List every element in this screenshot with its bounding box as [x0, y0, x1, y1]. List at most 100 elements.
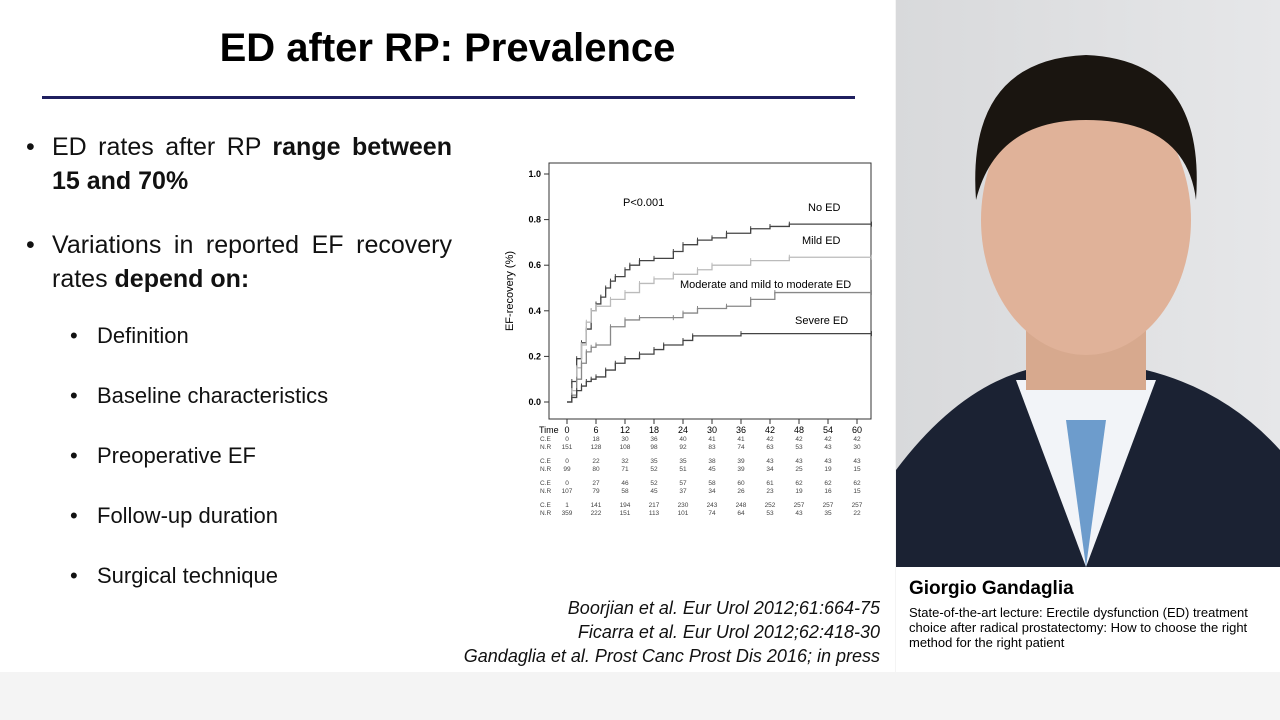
table-cell: 43 [795, 458, 803, 465]
sub-bullet: • Surgical technique [70, 563, 279, 588]
table-cell: 16 [824, 488, 832, 495]
sub-bullet: • Definition [70, 323, 189, 348]
series-label: Mild ED [802, 235, 841, 247]
table-cell: 30 [621, 436, 629, 443]
series-label: Severe ED [795, 315, 848, 327]
table-cell: 45 [708, 466, 716, 473]
bullet-1: • ED rates after RP range between 15 and … [26, 133, 452, 195]
table-cell: 74 [708, 510, 716, 515]
references: Boorjian et al. Eur Urol 2012;61:664-75 … [464, 596, 880, 668]
bullet-text: ED rates after RP [52, 133, 273, 161]
table-time: 60 [852, 425, 862, 435]
table-cell: 34 [766, 466, 774, 473]
speaker-name: Giorgio Gandaglia [909, 578, 1074, 599]
table-row-label: C.E [540, 436, 552, 443]
table-time: 36 [736, 425, 746, 435]
table-cell: 60 [737, 480, 745, 487]
table-cell: 359 [562, 510, 573, 515]
table-cell: 19 [824, 466, 832, 473]
table-cell: 1 [565, 502, 569, 509]
table-cell: 79 [592, 488, 600, 495]
reference: Boorjian et al. Eur Urol 2012;61:664-75 [567, 598, 880, 618]
table-cell: 58 [621, 488, 629, 495]
table-time: 18 [649, 425, 659, 435]
series-label: No ED [808, 202, 840, 214]
table-cell: 51 [679, 466, 687, 473]
table-cell: 58 [708, 480, 716, 487]
table-cell: 34 [708, 488, 716, 495]
speaker-caption: Giorgio Gandaglia State-of-the-art lectu… [896, 567, 1280, 672]
table-time-label: Time [539, 425, 559, 435]
table-cell: 35 [824, 510, 832, 515]
table-time: 30 [707, 425, 717, 435]
table-cell: 252 [765, 502, 776, 509]
y-tick-label: 0.4 [528, 306, 541, 316]
table-time: 6 [593, 425, 598, 435]
table-cell: 83 [708, 444, 716, 451]
table-cell: 41 [708, 436, 716, 443]
table-cell: 113 [649, 510, 660, 515]
table-cell: 43 [853, 458, 861, 465]
table-cell: 42 [766, 436, 774, 443]
title-divider [42, 96, 855, 99]
reference: Ficarra et al. Eur Urol 2012;62:418-30 [577, 622, 880, 642]
speaker-video [896, 0, 1280, 567]
table-cell: 257 [794, 502, 805, 509]
table-cell: 62 [795, 480, 803, 487]
table-cell: 99 [563, 466, 571, 473]
table-cell: 35 [679, 458, 687, 465]
table-cell: 53 [766, 510, 774, 515]
table-cell: 42 [795, 436, 803, 443]
table-row-label: C.E [540, 502, 552, 509]
table-cell: 92 [679, 444, 687, 451]
table-cell: 26 [737, 488, 745, 495]
sub-bullet-text: Preoperative EF [97, 443, 256, 468]
table-cell: 257 [852, 502, 863, 509]
table-cell: 98 [650, 444, 658, 451]
table-cell: 71 [621, 466, 629, 473]
speaker-portrait [896, 55, 1280, 567]
table-cell: 19 [795, 488, 803, 495]
table-cell: 22 [592, 458, 600, 465]
table-cell: 63 [766, 444, 774, 451]
table-cell: 217 [649, 502, 660, 509]
table-cell: 27 [592, 480, 600, 487]
table-cell: 62 [824, 480, 832, 487]
table-cell: 52 [650, 480, 658, 487]
table-cell: 15 [853, 466, 861, 473]
table-cell: 108 [620, 444, 631, 451]
bullet-text: Variations in reported EF recovery rates [52, 231, 452, 293]
table-cell: 57 [679, 480, 687, 487]
p-value-annotation: P<0.001 [623, 197, 664, 209]
table-time: 24 [678, 425, 688, 435]
table-cell: 80 [592, 466, 600, 473]
series-line [567, 223, 872, 403]
table-cell: 22 [853, 510, 861, 515]
table-cell: 194 [620, 502, 631, 509]
table-row-label: N.R [540, 466, 552, 473]
table-row-label: N.R [540, 510, 552, 515]
sub-bullet-text: Follow-up duration [97, 503, 278, 528]
table-cell: 45 [650, 488, 658, 495]
table-cell: 36 [650, 436, 658, 443]
y-tick-label: 0.6 [528, 260, 541, 270]
table-time: 0 [564, 425, 569, 435]
table-time: 42 [765, 425, 775, 435]
table-row-label: N.R [540, 488, 552, 495]
table-cell: 151 [620, 510, 631, 515]
sub-bullet-text: Surgical technique [97, 563, 279, 588]
sub-bullet: • Follow-up duration [70, 503, 278, 528]
table-cell: 43 [766, 458, 774, 465]
y-tick-label: 1.0 [528, 169, 541, 179]
table-cell: 64 [737, 510, 745, 515]
sub-bullet-text: Definition [97, 323, 189, 348]
table-cell: 42 [853, 436, 861, 443]
table-cell: 0 [565, 480, 569, 487]
slide: ED after RP: Prevalence • ED rates after … [0, 0, 895, 672]
table-cell: 74 [737, 444, 745, 451]
table-cell: 42 [824, 436, 832, 443]
table-cell: 38 [708, 458, 716, 465]
bullet-bold: depend on: [114, 265, 250, 293]
table-cell: 43 [824, 444, 832, 451]
table-cell: 62 [853, 480, 861, 487]
